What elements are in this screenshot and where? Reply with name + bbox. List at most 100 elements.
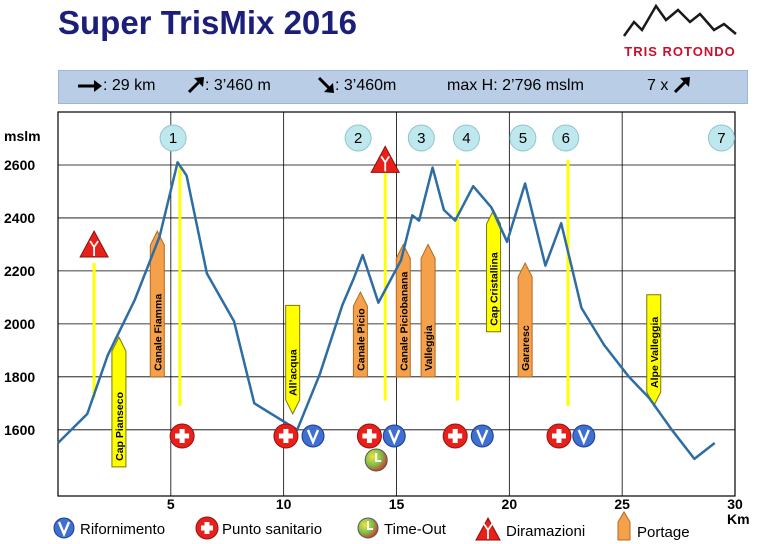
portage-arrow: Canale Fiamma (149, 230, 165, 378)
sign-arrow: All’acqua (285, 304, 301, 416)
portage-arrow: Valleggia (420, 243, 436, 378)
cross-bar (556, 429, 562, 443)
checkpoint-marker: 4 (452, 124, 480, 152)
legend-sanitario: Punto sanitario (195, 516, 322, 540)
legend-portage-label: Portage (637, 524, 690, 541)
legend-diramazioni-label: Diramazioni (506, 523, 585, 540)
portage-label: Canale Piciobanana (398, 271, 410, 370)
mountain-icon (622, 3, 737, 37)
checkpoint-marker: 5 (509, 124, 537, 152)
sign-arrow: Cap Pianseco (111, 335, 127, 468)
sign-arrow: Cap Cristallina (486, 208, 502, 333)
portage-arrow: Canale Picio (352, 290, 368, 378)
legend-portage: Portage (617, 511, 690, 541)
distance-stat: : 29 km (77, 77, 155, 95)
portage-arrow: Gararesc (517, 261, 533, 378)
checkpoint-circle (344, 124, 372, 152)
y-tick-label: 2000 (4, 316, 35, 332)
cross-bar (179, 429, 185, 443)
legend-timeout: Time-Out (357, 517, 447, 539)
checkpoint-marker: 1 (159, 124, 187, 152)
cross-bar (366, 429, 372, 443)
fork-icon (380, 155, 390, 172)
checkpoint-marker: 3 (407, 124, 435, 152)
arrow-down-right-icon (317, 76, 334, 93)
x-axis-title: Km (727, 511, 750, 527)
first-aid-marker (442, 423, 468, 449)
sign-label: Alpe Valleggia (649, 317, 661, 388)
tris-rotondo-logo: TRIS ROTONDO (622, 3, 737, 59)
x-tick-label: 15 (389, 496, 405, 512)
checkpoint-marker: 2 (344, 124, 372, 152)
diramazioni-icon (79, 230, 109, 258)
portage-arrow: Canale Piciobanana (395, 243, 411, 378)
y-tick-label: 1600 (4, 422, 35, 438)
portage-arrows: Canale Fiamma Canale Picio Canale Picioban… (149, 230, 533, 378)
service-markers (169, 423, 596, 449)
legend-rifornimento: Rifornimento (53, 517, 165, 539)
page-title: Super TrisMix 2016 (58, 4, 357, 41)
y-tick-label: 2600 (4, 157, 35, 173)
rifornimento-marker (572, 424, 596, 448)
legend-timeout-label: Time-Out (384, 521, 447, 538)
sign-shape (111, 335, 127, 468)
v-glyph (306, 429, 320, 446)
x-tick-label: 5 (167, 496, 175, 512)
ascent-stat: : 3’460 m (187, 77, 271, 95)
sign-shape (285, 304, 301, 416)
stats-bar: : 29 km : 3’460 m : 3’460m max H: 2’796 … (58, 70, 748, 104)
sign-label: All’acqua (288, 349, 300, 396)
diramazione-marker (370, 145, 401, 173)
sign-arrows: Cap Pianseco All’acqua Cap Cristallina Alpe… (111, 208, 662, 468)
y-tick-label: 1800 (4, 369, 35, 385)
distance-value: : 29 km (103, 77, 156, 94)
diramazioni-icon (370, 145, 401, 173)
x-tick-label: 25 (614, 496, 630, 512)
timeout-marker (364, 448, 388, 472)
portage-shape (352, 290, 368, 378)
checkpoint-circle (552, 124, 580, 152)
checkpoint-label: 7 (717, 130, 725, 147)
first-aid-marker (546, 423, 572, 449)
arrow-up-right-icon (187, 77, 204, 94)
descent-value: : 3’460m (335, 77, 397, 94)
portage-label: Canale Fiamma (152, 294, 164, 371)
legend: Rifornimento Punto sanitario Time-Out Di… (53, 511, 690, 541)
fork-icon (89, 240, 99, 257)
x-tick-label: 20 (502, 496, 518, 512)
clock-hands (375, 453, 382, 462)
portage-label: Valleggia (423, 325, 435, 371)
cross-bar (283, 429, 289, 443)
checkpoint-label: 6 (562, 130, 570, 147)
x-axis: 5 10 15 20 25 30 (167, 496, 743, 512)
checkpoint-markers: 1 2 3 4 5 6 7 (159, 124, 735, 152)
laps-value: 7 x (647, 77, 669, 94)
sign-label: Cap Pianseco (114, 392, 126, 461)
x-tick-label: 10 (276, 496, 292, 512)
v-glyph (577, 429, 590, 446)
first-aid-marker (273, 423, 299, 449)
rifornimento-marker (301, 424, 325, 448)
v-glyph (388, 429, 401, 446)
laps-stat: 7 x (647, 77, 691, 95)
descent-stat: : 3’460m (317, 76, 397, 95)
portage-label: Gararesc (520, 325, 532, 371)
sign-arrow: Alpe Valleggia (646, 294, 662, 408)
checkpoint-label: 3 (417, 130, 425, 147)
cross-bar (452, 429, 458, 443)
portage-shape (517, 261, 533, 378)
checkpoint-circle (159, 124, 187, 152)
rifornimento-marker (382, 424, 406, 448)
yellow-lines (92, 159, 570, 406)
sign-label: Cap Cristallina (489, 252, 501, 326)
checkpoint-circle (509, 124, 537, 152)
diramazione-marker (79, 230, 109, 258)
legend-sanitario-label: Punto sanitario (222, 521, 322, 538)
portage-shape (149, 230, 165, 378)
y-axis: 1600 1800 2000 2200 2400 2600 (4, 157, 35, 438)
x-tick-label: 30 (727, 496, 743, 512)
arrow-right-icon (78, 80, 102, 92)
portage-shape (420, 243, 436, 378)
legend-diramazioni: Diramazioni (475, 516, 585, 541)
